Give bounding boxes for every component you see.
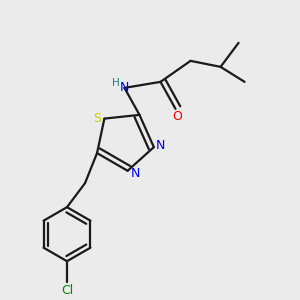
Text: N: N: [156, 139, 165, 152]
Text: Cl: Cl: [61, 284, 73, 297]
Text: N: N: [130, 167, 140, 180]
Text: S: S: [93, 112, 101, 125]
Text: O: O: [172, 110, 182, 123]
Text: H: H: [112, 78, 119, 88]
Text: N: N: [120, 81, 129, 94]
